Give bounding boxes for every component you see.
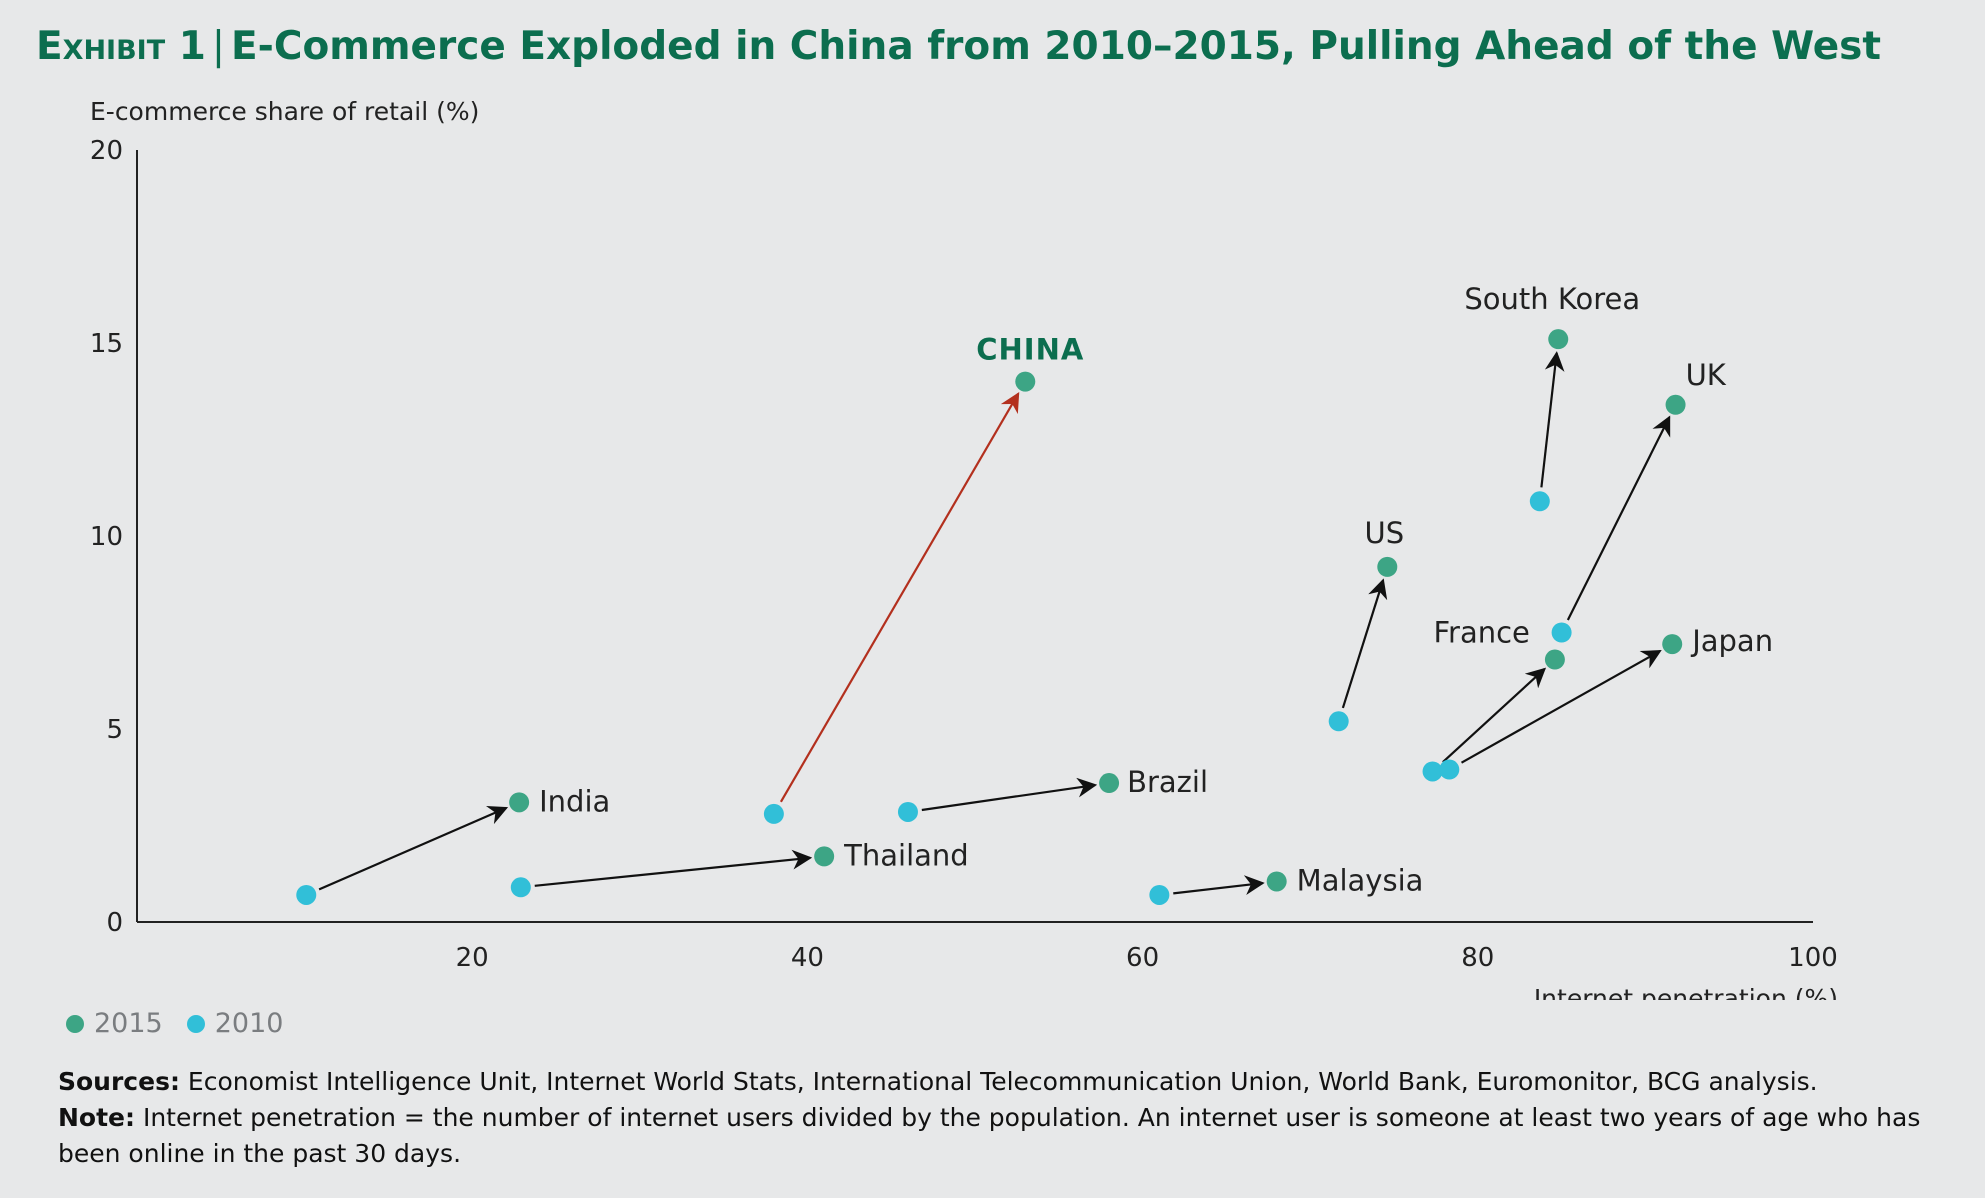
x-tick-80: 80 (1461, 943, 1494, 973)
label-uk: UK (1686, 358, 1727, 392)
point-2010-south-korea (1529, 491, 1550, 512)
arrow-us (1341, 578, 1388, 709)
y-tick-15: 15 (90, 329, 123, 359)
y-tick-labels: 0 5 10 15 20 (90, 136, 123, 938)
point-2015-south-korea (1548, 329, 1569, 350)
title-text: E-Commerce Exploded in China from 2010–2… (231, 24, 1882, 69)
arrow-japan (1460, 649, 1662, 764)
label-us: US (1364, 516, 1404, 550)
arrow-south-korea (1540, 351, 1565, 488)
point-2010-uk (1551, 622, 1572, 643)
scatter-chart: E-commerce share of retail (%) Internet … (90, 97, 1838, 1000)
arrow-france (1442, 667, 1547, 763)
x-tick-40: 40 (791, 943, 824, 973)
legend-swatch-2010 (186, 1014, 205, 1033)
point-2010-us (1328, 711, 1349, 732)
label-india: India (539, 784, 610, 818)
x-tick-100: 100 (1788, 943, 1838, 973)
y-tick-5: 5 (106, 715, 123, 745)
point-2015-uk (1665, 394, 1686, 415)
point-2015-france (1544, 649, 1565, 670)
y-tick-0: 0 (106, 908, 123, 938)
data-points (296, 329, 1686, 905)
label-brazil: Brazil (1127, 765, 1208, 799)
footnotes: Sources: Economist Intelligence Unit, In… (58, 1064, 1938, 1172)
label-thailand: Thailand (843, 838, 969, 872)
legend-label-2010: 2010 (214, 1008, 284, 1039)
sources-line: Sources: Economist Intelligence Unit, In… (58, 1064, 1938, 1100)
label-south-korea: South Korea (1464, 282, 1640, 316)
point-2010-india (296, 884, 317, 905)
x-axis-label: Internet penetration (%) (1534, 984, 1838, 1000)
sources-text: Economist Intelligence Unit, Internet Wo… (179, 1067, 1818, 1096)
point-2015-malaysia (1266, 871, 1287, 892)
legend-item-2010: 2010 (186, 1008, 284, 1039)
point-2010-france (1422, 761, 1443, 782)
legend-label-2015: 2015 (94, 1008, 163, 1039)
point-2010-thailand (510, 877, 531, 898)
point-2010-malaysia (1149, 884, 1170, 905)
change-arrows (318, 351, 1671, 895)
x-tick-20: 20 (456, 943, 489, 973)
label-malaysia: Malaysia (1297, 863, 1424, 897)
label-japan: Japan (1690, 624, 1773, 658)
legend: 2015 2010 (66, 1008, 307, 1039)
arrow-malaysia (1173, 875, 1265, 895)
sources-label: Sources: (58, 1067, 180, 1096)
point-2010-china (763, 803, 784, 824)
x-tick-60: 60 (1126, 943, 1159, 973)
arrow-thailand (534, 849, 813, 887)
point-2015-india (509, 792, 530, 813)
exhibit-title: Exhibit 1 | E-Commerce Exploded in China f… (36, 24, 1881, 69)
label-china: CHINA (976, 333, 1084, 367)
point-2010-brazil (897, 801, 918, 822)
note-text: Internet penetration = the number of int… (58, 1103, 1921, 1168)
point-2015-japan (1662, 634, 1683, 655)
legend-swatch-2015 (66, 1014, 84, 1033)
title-separator: | (211, 24, 225, 69)
point-2015-brazil (1099, 773, 1120, 794)
note-line: Note: Internet penetration = the number … (58, 1100, 1938, 1172)
point-2015-china (1015, 371, 1036, 392)
y-axis-label: E-commerce share of retail (%) (90, 97, 479, 126)
arrow-uk (1566, 415, 1671, 621)
point-2015-us (1377, 556, 1398, 577)
y-tick-20: 20 (90, 136, 123, 166)
x-tick-labels: 20 40 60 80 100 (456, 943, 1838, 973)
y-tick-10: 10 (90, 522, 123, 552)
country-labels: India Thailand CHINA Brazil Malaysia US South … (539, 282, 1773, 897)
arrow-china (779, 391, 1020, 803)
arrow-brazil (921, 777, 1098, 812)
point-2010-japan (1439, 759, 1460, 780)
note-label: Note: (58, 1103, 136, 1132)
label-france: France (1433, 616, 1529, 650)
exhibit-label: Exhibit 1 (36, 24, 206, 69)
point-2015-thailand (814, 846, 835, 867)
legend-item-2015: 2015 (66, 1008, 163, 1039)
arrow-india (318, 805, 509, 891)
